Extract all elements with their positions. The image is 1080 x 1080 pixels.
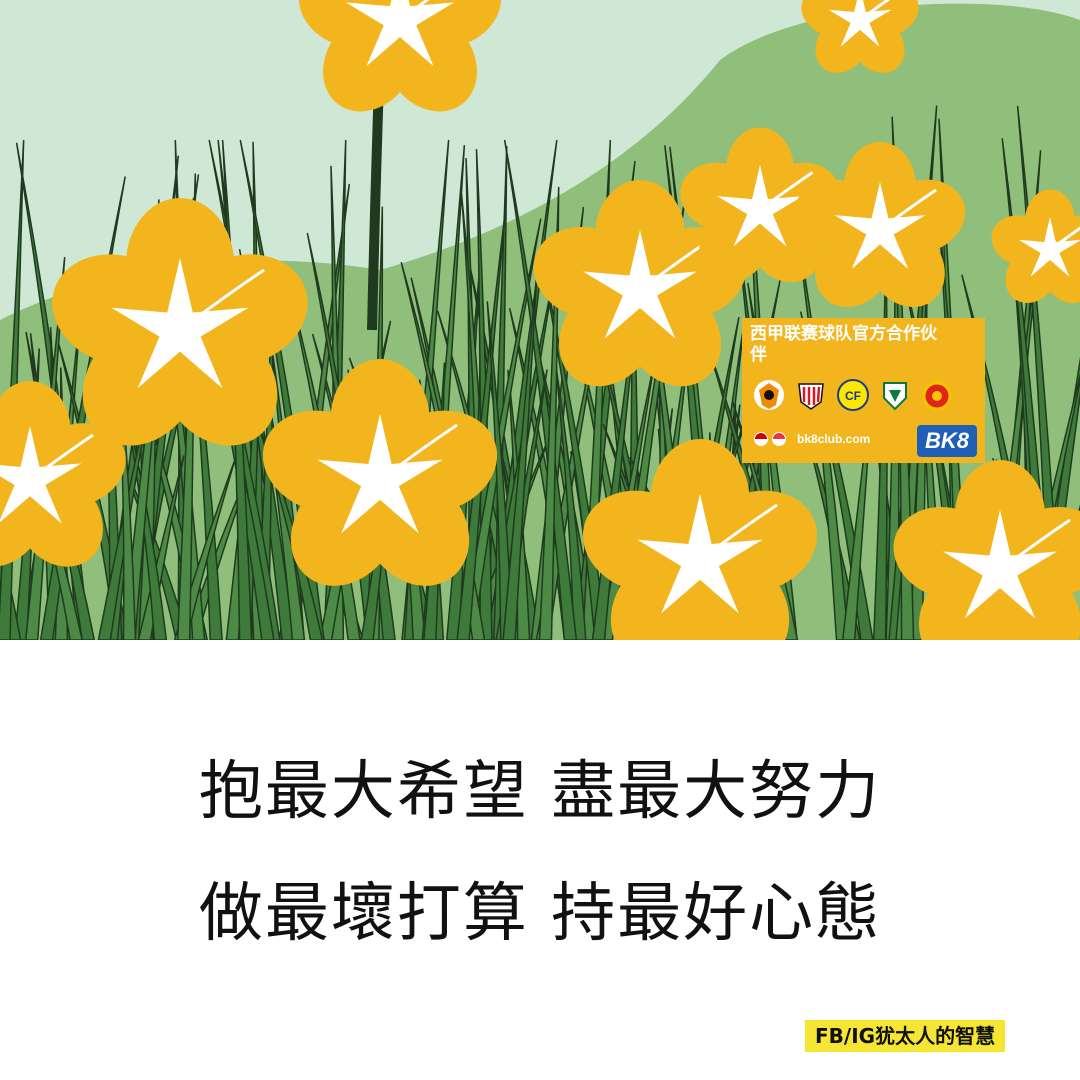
grass-blade <box>486 301 514 640</box>
valencia-crest-icon <box>754 380 784 410</box>
quote-line-2: 做最壞打算 持最好心態 <box>198 877 882 951</box>
flower-field-image <box>0 0 1080 640</box>
grass-blade <box>460 218 542 640</box>
bk8-logo: BK8 <box>917 425 977 457</box>
athletic-bilbao-crest-icon <box>798 383 824 410</box>
lily-flower <box>533 180 747 387</box>
club-crests: CF <box>752 378 954 412</box>
lily-flower <box>262 359 498 586</box>
lily-flower <box>801 0 919 73</box>
sponsor-title: 西甲联赛球队官方合作伙伴 <box>750 324 937 365</box>
lily-flower <box>52 198 308 446</box>
malaysia-flag-icon <box>754 432 768 446</box>
lily-flower <box>298 0 502 112</box>
singapore-flag-icon <box>772 432 786 446</box>
mallorca-crest-icon <box>922 380 952 411</box>
lily-flower <box>582 439 818 640</box>
grass-blade <box>538 186 560 640</box>
lily-flower <box>794 142 966 308</box>
quote-line-1: 抱最大希望 盡最大努力 <box>198 755 882 829</box>
villarreal-crest-icon: CF <box>837 379 869 411</box>
lily-flower <box>0 381 126 567</box>
svg-text:CF: CF <box>845 389 861 403</box>
flower-illustration <box>0 0 1080 640</box>
lily-flower <box>893 460 1080 640</box>
credit-tag: FB/IG犹太人的智慧 <box>805 1020 1006 1052</box>
region-flags <box>754 432 786 446</box>
grass-blade <box>176 173 197 640</box>
elche-crest-icon <box>883 382 907 411</box>
sponsor-badge[interactable]: 西甲联赛球队官方合作伙伴 CF <box>742 318 985 463</box>
lily-flower <box>991 189 1080 303</box>
sponsor-url[interactable]: bk8club.com <box>797 432 871 446</box>
